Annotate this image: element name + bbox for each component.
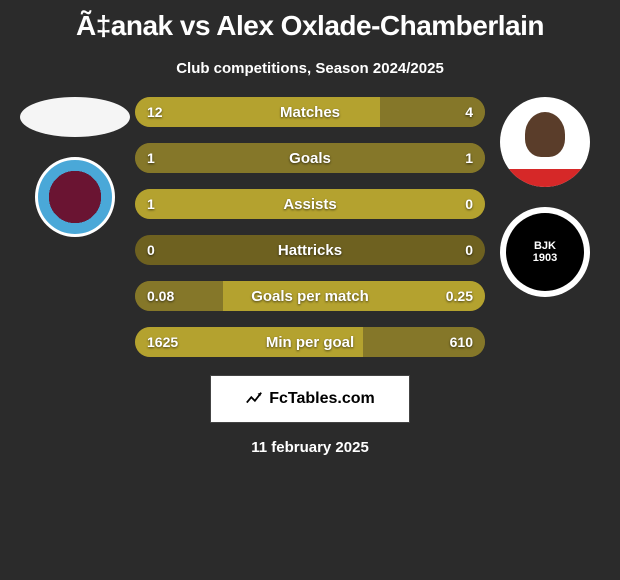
stat-value-left: 1	[147, 196, 197, 212]
stat-value-right: 4	[423, 104, 473, 120]
stats-bars: 12Matches41Goals11Assists00Hattricks00.0…	[135, 97, 485, 357]
stat-value-right: 1	[423, 150, 473, 166]
stat-label: Goals	[197, 150, 423, 167]
stat-value-left: 12	[147, 104, 197, 120]
stat-row: 1Goals1	[135, 143, 485, 173]
club1-badge	[35, 157, 115, 237]
stat-label: Matches	[197, 104, 423, 121]
stat-value-left: 0	[147, 242, 197, 258]
stat-value-left: 0.08	[147, 288, 197, 304]
stat-row: 1Assists0	[135, 189, 485, 219]
stat-value-right: 0.25	[423, 288, 473, 304]
stat-value-left: 1	[147, 150, 197, 166]
fctables-label: FcTables.com	[269, 390, 375, 408]
stat-value-right: 0	[423, 242, 473, 258]
stat-row: 0Hattricks0	[135, 235, 485, 265]
club2-badge	[500, 207, 590, 297]
comparison-card: Ã‡anak vs Alex Oxlade-Chamberlain Club c…	[0, 0, 620, 580]
date-label: 11 february 2025	[0, 439, 620, 456]
stat-row: 12Matches4	[135, 97, 485, 127]
player1-avatar	[20, 97, 130, 137]
left-side	[25, 97, 125, 237]
stat-label: Goals per match	[197, 288, 423, 305]
stat-label: Assists	[197, 196, 423, 213]
right-side	[495, 97, 595, 297]
stat-value-right: 0	[423, 196, 473, 212]
stat-row: 0.08Goals per match0.25	[135, 281, 485, 311]
player2-avatar	[500, 97, 590, 187]
main-content: 12Matches41Goals11Assists00Hattricks00.0…	[0, 97, 620, 357]
stat-label: Hattricks	[197, 242, 423, 259]
stat-row: 1625Min per goal610	[135, 327, 485, 357]
stat-value-left: 1625	[147, 334, 197, 350]
fctables-icon	[245, 390, 263, 408]
page-title: Ã‡anak vs Alex Oxlade-Chamberlain	[0, 10, 620, 42]
fctables-watermark: FcTables.com	[210, 375, 410, 423]
stat-value-right: 610	[423, 334, 473, 350]
subtitle: Club competitions, Season 2024/2025	[0, 60, 620, 77]
stat-label: Min per goal	[197, 334, 423, 351]
